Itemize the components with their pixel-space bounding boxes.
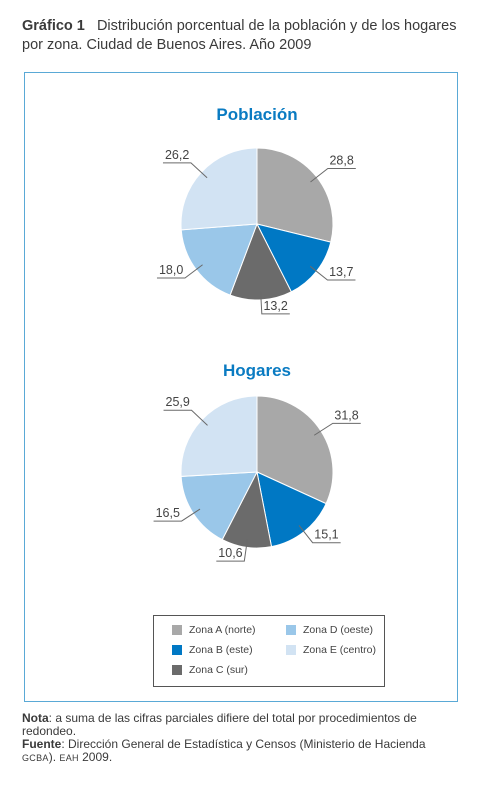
footnotes: Nota: a suma de las cifras parciales dif… [22, 712, 462, 765]
leader-line-zona-e-centro [163, 409, 208, 426]
source-text: : Dirección General de Estadística y Cen… [61, 737, 426, 751]
note-line: Nota: a suma de las cifras parciales dif… [22, 712, 462, 738]
leader-line-zona-c-sur [260, 291, 290, 315]
legend-label-zona-c: Zona C (sur) [189, 664, 248, 676]
data-label-zona-c-sur: 10,6 [218, 546, 242, 560]
pie-title-poblaci-n: Población [216, 105, 297, 124]
chart-frame: Población 28,8 13,7 13,2 18,0 26,2 Hogares 31,8… [24, 72, 458, 702]
leader-line-zona-a-norte [310, 167, 356, 183]
pie-charts: Población 28,8 13,7 13,2 18,0 26,2 Hogares 31,8… [153, 105, 361, 562]
legend-swatch-zona-c [172, 665, 182, 675]
caption-label: Gráfico 1 [22, 18, 85, 34]
leader-line-zona-e-centro [162, 162, 208, 179]
pie-slice-zona-e-centro [180, 395, 258, 477]
data-label-zona-a-norte: 31,8 [334, 408, 358, 422]
legend-label-zona-e: Zona E (centro) [303, 644, 376, 656]
legend-label-zona-a: Zona A (norte) [189, 624, 256, 636]
source-text-2: ). [48, 750, 60, 764]
data-label-zona-e-centro: 26,2 [165, 148, 189, 162]
legend-label-zona-d: Zona D (oeste) [303, 624, 374, 636]
source-label: Fuente [22, 737, 62, 751]
data-label-zona-a-norte: 28,8 [329, 153, 353, 167]
note-text: : a suma de las cifras parciales difiere… [22, 711, 417, 738]
leader-line-zona-c-sur [216, 539, 248, 562]
legend-item-zona-d: Zona D (oeste) [286, 624, 373, 636]
leader-line-zona-b-este [309, 265, 356, 281]
data-label-zona-d-oeste: 16,5 [156, 506, 180, 520]
caption-text: Distribución porcentual de la población … [22, 18, 457, 53]
legend-swatch-zona-e [286, 645, 296, 655]
source-abbrev-gcba: GCBA [22, 753, 49, 763]
data-label-zona-c-sur: 13,2 [263, 299, 287, 313]
leader-line-zona-a-norte [313, 422, 361, 436]
legend-swatch-zona-b [172, 645, 182, 655]
legend-swatch-zona-d [286, 625, 296, 635]
pie-chart-hogares: Hogares 31,8 15,1 10,6 16,5 25,9 [153, 361, 361, 562]
legend-swatch-zona-a [172, 625, 182, 635]
legend-item-zona-b: Zona B (este) [172, 644, 253, 656]
pie-title-hogares: Hogares [223, 361, 291, 380]
figure-caption: Gráfico 1 Distribución porcentual de la … [22, 17, 458, 55]
leader-line-zona-d-oeste [156, 264, 203, 279]
leader-line-zona-d-oeste [153, 508, 201, 522]
legend: Zona A (norte) Zona D (oeste) Zona B (es… [153, 615, 385, 687]
data-label-zona-b-este: 15,1 [314, 528, 338, 542]
legend-item-zona-e: Zona E (centro) [286, 644, 376, 656]
pie-chart-poblaci-n: Población 28,8 13,7 13,2 18,0 26,2 [156, 105, 356, 315]
legend-item-zona-c: Zona C (sur) [172, 664, 248, 676]
data-label-zona-b-este: 13,7 [329, 265, 353, 279]
source-abbrev-eah: EAH [59, 753, 79, 763]
legend-item-zona-a: Zona A (norte) [172, 624, 256, 636]
note-label: Nota [22, 711, 49, 725]
source-line: Fuente: Dirección General de Estadística… [22, 738, 462, 765]
data-label-zona-e-centro: 25,9 [166, 395, 190, 409]
data-label-zona-d-oeste: 18,0 [159, 263, 183, 277]
legend-label-zona-b: Zona B (este) [189, 644, 253, 656]
leader-line-zona-b-este [298, 525, 341, 544]
pie-slice-zona-e-centro [180, 147, 258, 231]
source-text-3: 2009. [78, 750, 113, 764]
